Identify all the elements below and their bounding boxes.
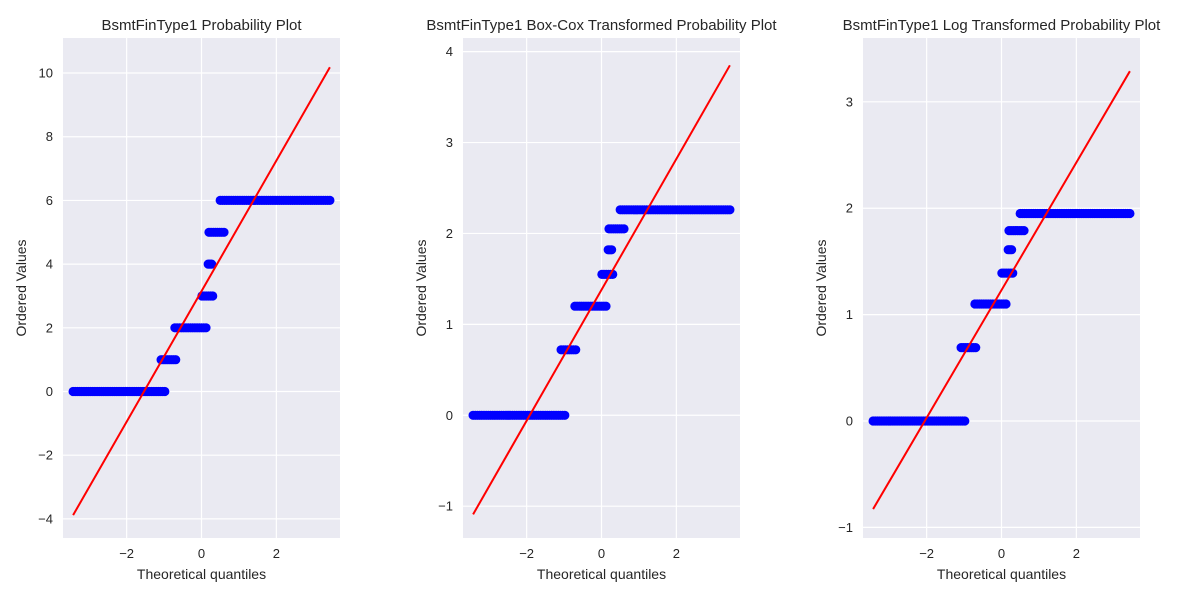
x-axis-label: Theoretical quantiles bbox=[537, 566, 666, 582]
boxcox-probability-plot-panel: −2 0 2 −1 0 1 2 3 4 BsmtFinType1 Box-Cox Transfor… bbox=[413, 17, 777, 582]
y-tick-label: 3 bbox=[846, 94, 853, 109]
data-point bbox=[160, 386, 170, 397]
y-tick-label: 8 bbox=[46, 129, 53, 144]
x-axis-label: Theoretical quantiles bbox=[937, 566, 1066, 582]
data-point bbox=[201, 323, 211, 333]
data-point bbox=[207, 259, 217, 269]
data-points bbox=[68, 195, 335, 397]
data-point bbox=[171, 355, 181, 365]
y-tick-label: 0 bbox=[46, 384, 53, 399]
y-tick-label: −1 bbox=[438, 499, 453, 514]
y-tick-label: −4 bbox=[38, 511, 53, 526]
data-point bbox=[1007, 245, 1017, 255]
data-point bbox=[1001, 299, 1011, 309]
fit-line bbox=[472, 64, 731, 515]
data-point bbox=[325, 195, 335, 205]
y-tick-label: −2 bbox=[38, 448, 53, 463]
data-point bbox=[219, 227, 229, 237]
data-point bbox=[1125, 208, 1135, 219]
probability-plot-panel: −2 0 2 −4 −2 0 2 4 6 8 10 BsmtFinType1 Probability … bbox=[13, 17, 340, 582]
x-axis-label: Theoretical quantiles bbox=[137, 566, 266, 582]
data-points bbox=[868, 208, 1135, 426]
x-tick-label: 0 bbox=[998, 546, 1005, 561]
y-tick-label: 1 bbox=[446, 317, 453, 332]
x-tick-label: 2 bbox=[673, 546, 680, 561]
x-tick-label: 0 bbox=[198, 546, 205, 561]
y-tick-label: 6 bbox=[46, 193, 53, 208]
data-point bbox=[208, 291, 218, 301]
x-tick-label: −2 bbox=[919, 546, 934, 561]
fit-line bbox=[872, 70, 1131, 510]
x-tick-label: −2 bbox=[519, 546, 534, 561]
y-tick-label: 4 bbox=[46, 257, 53, 272]
x-tick-label: 0 bbox=[598, 546, 605, 561]
chart-title: BsmtFinType1 Log Transformed Probability… bbox=[843, 17, 1161, 34]
data-point bbox=[619, 224, 629, 234]
chart-title: BsmtFinType1 Probability Plot bbox=[101, 17, 302, 34]
y-tick-label: 3 bbox=[446, 135, 453, 150]
y-tick-label: 1 bbox=[846, 307, 853, 322]
fit-line bbox=[72, 66, 331, 516]
y-tick-label: 2 bbox=[446, 226, 453, 241]
data-point bbox=[960, 416, 970, 426]
y-tick-label: 2 bbox=[846, 201, 853, 216]
data-point bbox=[971, 343, 981, 353]
data-point bbox=[725, 205, 735, 215]
y-tick-label: −1 bbox=[838, 520, 853, 535]
data-points bbox=[468, 205, 735, 420]
data-point bbox=[608, 269, 618, 279]
data-point bbox=[560, 410, 570, 420]
y-axis-label: Ordered Values bbox=[13, 239, 29, 336]
x-tick-label: 2 bbox=[1073, 546, 1080, 561]
data-point bbox=[607, 245, 617, 255]
x-tick-label: 2 bbox=[273, 546, 280, 561]
y-tick-label: 0 bbox=[846, 413, 853, 428]
data-point bbox=[571, 345, 581, 355]
data-point bbox=[601, 301, 611, 311]
chart-title: BsmtFinType1 Box-Cox Transformed Probabi… bbox=[426, 17, 777, 34]
y-axis-label: Ordered Values bbox=[413, 239, 429, 336]
y-tick-label: 4 bbox=[446, 44, 453, 59]
log-probability-plot-panel: −2 0 2 −1 0 1 2 3 BsmtFinType1 Log Transformed P… bbox=[813, 17, 1161, 582]
data-point bbox=[1019, 226, 1029, 236]
y-tick-label: 10 bbox=[39, 66, 53, 81]
y-tick-label: 0 bbox=[446, 408, 453, 423]
y-axis-label: Ordered Values bbox=[813, 239, 829, 336]
y-tick-label: 2 bbox=[46, 320, 53, 335]
x-tick-label: −2 bbox=[119, 546, 134, 561]
